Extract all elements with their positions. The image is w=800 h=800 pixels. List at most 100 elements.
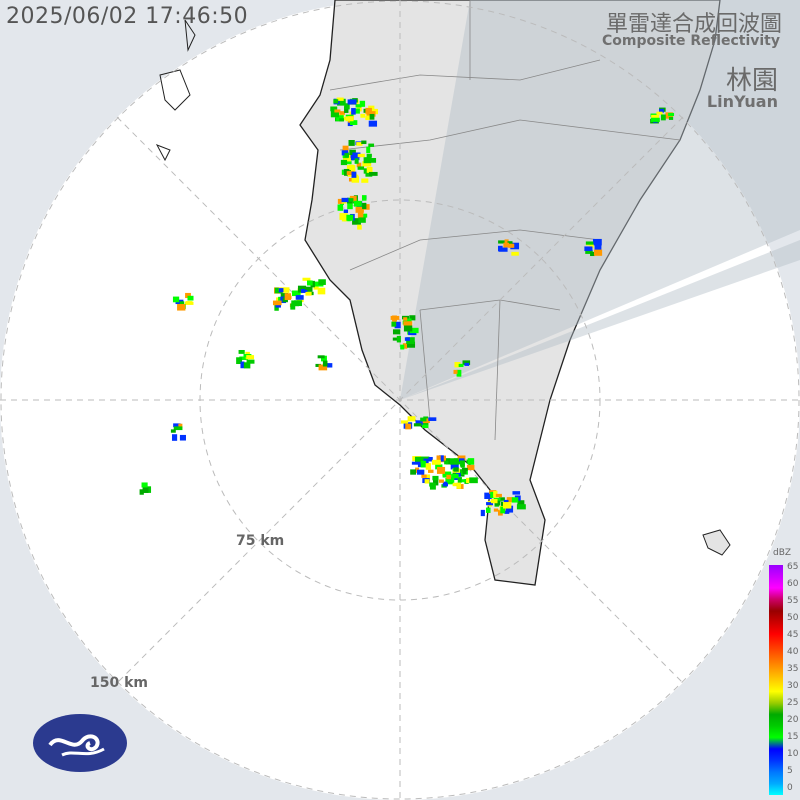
echo-cell — [585, 241, 594, 245]
echo-cell — [369, 113, 375, 120]
echo-cell — [421, 474, 427, 478]
echo-cell — [339, 213, 348, 220]
echo-cell — [420, 456, 430, 461]
echo-cell — [278, 296, 283, 301]
echo-cell — [330, 110, 339, 118]
echo-cell — [300, 289, 308, 293]
echo-cell — [365, 107, 372, 114]
echo-cell — [272, 300, 282, 306]
echo-cell — [349, 120, 358, 125]
echo-cell — [344, 153, 349, 158]
echo-cell — [341, 150, 349, 156]
echo-cell — [413, 423, 422, 427]
echo-cell — [317, 287, 326, 295]
echo-cell — [339, 111, 345, 115]
echo-cell — [464, 362, 470, 366]
echo-cell — [493, 490, 498, 498]
echo-cell — [345, 198, 354, 202]
echo-cell — [444, 460, 449, 465]
echo-cell — [466, 464, 475, 471]
colorbar-tick: 50 — [787, 613, 799, 623]
echo-cell — [423, 422, 429, 426]
echo-cell — [368, 120, 378, 127]
echo-cell — [357, 153, 365, 158]
echo-cell — [411, 461, 421, 465]
echo-cell — [400, 344, 405, 350]
echo-cell — [428, 469, 434, 473]
range-label-150: 150 km — [90, 675, 148, 691]
echo-cell — [486, 502, 493, 506]
echo-cell — [315, 363, 321, 367]
echo-cell — [498, 247, 508, 252]
colorbar-tick: 45 — [787, 630, 799, 640]
echo-cell — [452, 482, 460, 487]
echo-cell — [354, 108, 360, 114]
echo-cell — [668, 116, 674, 120]
echo-cell — [366, 111, 376, 117]
echo-cell — [420, 417, 427, 422]
echo-cell — [467, 458, 475, 465]
echo-cell — [422, 424, 429, 429]
echo-cell — [357, 224, 362, 230]
echo-cell — [491, 498, 498, 504]
product-title-zh: 單雷達合成回波圖 — [605, 12, 782, 37]
echo-cell — [352, 152, 361, 158]
echo-cell — [351, 176, 360, 183]
colorbar-tick: 0 — [787, 783, 793, 793]
colorbar — [769, 565, 783, 795]
land-taiwan — [299, 0, 721, 586]
radar-echoes — [139, 97, 675, 517]
echo-cell — [357, 211, 364, 219]
echo-cell — [508, 243, 515, 248]
echo-cell — [359, 100, 366, 107]
echo-cell — [428, 456, 433, 462]
echo-cell — [407, 416, 416, 422]
echo-cell — [511, 497, 519, 503]
echo-cell — [589, 244, 594, 249]
echo-cell — [451, 473, 459, 479]
echo-cell — [313, 285, 319, 290]
echo-cell — [356, 142, 363, 146]
echo-cell — [295, 295, 304, 300]
echo-cell — [504, 239, 509, 246]
echo-cell — [172, 296, 180, 303]
echo-cell — [429, 482, 436, 490]
echo-cell — [438, 455, 444, 462]
echo-cell — [432, 475, 439, 481]
echo-cell — [403, 321, 413, 326]
echo-cell — [349, 149, 356, 155]
echo-cell — [346, 161, 352, 165]
echo-cell — [500, 506, 506, 514]
echo-cell — [420, 460, 427, 468]
echo-cell — [456, 369, 462, 377]
echo-cell — [367, 157, 377, 163]
echo-cell — [278, 288, 284, 293]
echo-cell — [361, 213, 368, 218]
echo-cell — [446, 477, 455, 483]
colorbar-tick: 60 — [787, 579, 799, 589]
echo-cell — [243, 362, 251, 369]
echo-cell — [349, 164, 354, 171]
echo-cell — [396, 335, 401, 343]
echo-cell — [457, 455, 466, 461]
echo-cell — [485, 494, 493, 498]
echo-cell — [347, 202, 353, 210]
echo-cell — [305, 286, 310, 290]
echo-cell — [339, 118, 345, 122]
echo-cell — [318, 279, 326, 285]
echo-cell — [337, 204, 344, 211]
echo-cell — [498, 240, 507, 244]
land-penghu — [155, 19, 196, 162]
echo-cell — [407, 341, 416, 348]
echo-cell — [454, 362, 461, 368]
echo-cell — [368, 143, 375, 147]
echo-cell — [240, 361, 245, 369]
echo-cell — [406, 337, 415, 345]
echo-cell — [433, 478, 439, 486]
echo-cell — [485, 507, 491, 513]
echo-cell — [142, 487, 149, 493]
echo-cell — [394, 321, 401, 329]
echo-cell — [346, 214, 354, 221]
echo-cell — [170, 429, 176, 433]
echo-cell — [352, 218, 361, 225]
